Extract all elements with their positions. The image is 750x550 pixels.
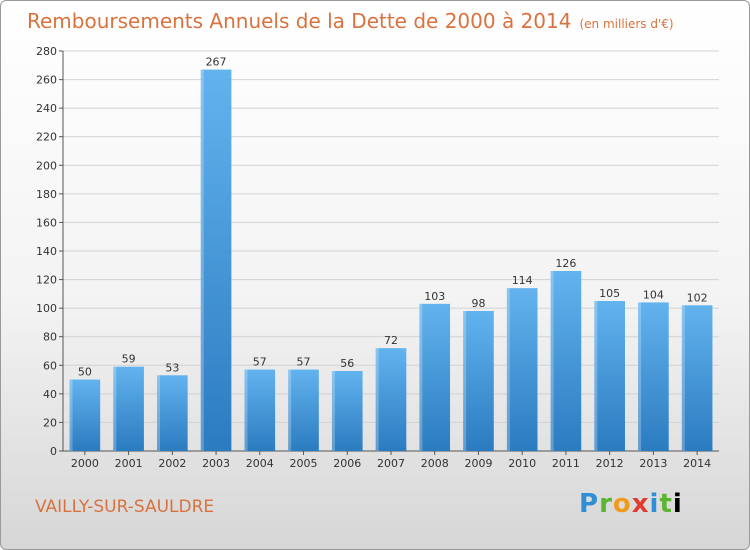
bar-highlight — [594, 301, 598, 451]
bar-highlight — [550, 271, 554, 451]
bar — [69, 379, 101, 451]
y-tick-label: 200 — [36, 159, 57, 172]
y-tick-label: 40 — [43, 388, 57, 401]
bar-value-label: 53 — [165, 361, 179, 374]
data-labels: 50 59 53 267 57 57 56 72 103 98 114 126 105 104 102 — [78, 56, 708, 379]
proxiti-logo: Proxiti — [579, 489, 683, 519]
bar-highlight — [244, 369, 248, 451]
chart-title: Remboursements Annuels de la Dette de 20… — [27, 9, 674, 33]
logo-letter: P — [579, 489, 600, 519]
logo-letter: x — [631, 489, 650, 519]
bar-value-label: 59 — [122, 353, 136, 366]
x-tick-label: 2013 — [639, 457, 667, 470]
bar-value-label: 56 — [340, 357, 354, 370]
bar — [419, 303, 451, 451]
logo-letter: o — [612, 489, 632, 519]
x-tick-label: 2003 — [202, 457, 230, 470]
bar-highlight — [638, 302, 642, 451]
bar-value-label: 50 — [78, 366, 92, 379]
bar-highlight — [419, 303, 423, 451]
chart-title-text: Remboursements Annuels de la Dette de 20… — [27, 9, 572, 33]
logo-letter: i — [672, 489, 683, 519]
y-tick-label: 100 — [36, 302, 57, 315]
bar — [594, 301, 625, 451]
y-tick-label: 80 — [43, 331, 57, 344]
x-tick-label: 2005 — [290, 457, 318, 470]
x-tick-label: 2000 — [71, 457, 99, 470]
bar — [506, 288, 538, 451]
bar-value-label: 267 — [206, 56, 227, 69]
bar — [113, 366, 144, 451]
bar-value-label: 103 — [424, 290, 445, 303]
bar — [638, 302, 669, 451]
bar — [331, 371, 363, 451]
x-tick-label: 2004 — [246, 457, 274, 470]
axes: 0 20 40 60 80 100 120 140 160 180 200 220 240 260 280 2… — [36, 45, 719, 470]
bar-value-label: 104 — [643, 288, 664, 301]
y-tick-label: 180 — [36, 188, 57, 201]
y-tick-label: 0 — [50, 445, 57, 458]
x-tick-label: 2002 — [158, 457, 186, 470]
x-tick-label: 2014 — [683, 457, 711, 470]
x-tick-label: 2011 — [552, 457, 580, 470]
bar — [375, 348, 407, 451]
bars — [69, 69, 713, 452]
y-tick-label: 220 — [36, 131, 57, 144]
y-tick-label: 160 — [36, 216, 57, 229]
bar-value-label: 98 — [471, 297, 485, 310]
bar-highlight — [506, 288, 510, 451]
bar-highlight — [681, 305, 685, 451]
bar — [244, 369, 276, 451]
bar-value-label: 57 — [253, 356, 267, 369]
x-tick-label: 2006 — [333, 457, 361, 470]
y-tick-label: 20 — [43, 416, 57, 429]
y-tick-label: 140 — [36, 245, 57, 258]
logo-letter: r — [599, 489, 613, 519]
x-tick-label: 2010 — [508, 457, 536, 470]
bar-highlight — [463, 311, 467, 451]
city-name: VAILLY-SUR-SAULDRE — [35, 497, 215, 517]
bar-value-label: 105 — [599, 287, 620, 300]
bar-highlight — [200, 69, 204, 452]
bar — [681, 305, 713, 451]
bar-highlight — [331, 371, 335, 451]
bar-highlight — [157, 375, 161, 451]
bar — [200, 69, 232, 452]
chart-unit: (en milliers d'€) — [579, 17, 674, 31]
bar — [550, 271, 582, 451]
bar-highlight — [375, 348, 379, 451]
bar-highlight — [69, 379, 73, 451]
logo-letter: i — [649, 489, 660, 519]
y-tick-label: 60 — [43, 359, 57, 372]
bar-highlight — [288, 369, 292, 451]
bar — [463, 311, 494, 451]
x-tick-label: 2012 — [596, 457, 624, 470]
y-tick-label: 260 — [36, 74, 57, 87]
bar — [288, 369, 319, 451]
x-tick-label: 2008 — [421, 457, 449, 470]
bar-value-label: 114 — [512, 274, 533, 287]
bar — [157, 375, 188, 451]
x-tick-label: 2009 — [464, 457, 492, 470]
x-tick-label: 2007 — [377, 457, 405, 470]
bar-highlight — [113, 366, 117, 451]
y-tick-label: 280 — [36, 45, 57, 58]
y-tick-label: 240 — [36, 102, 57, 115]
y-tick-label: 120 — [36, 274, 57, 287]
bar-value-label: 72 — [384, 334, 398, 347]
logo-letter: t — [659, 489, 673, 519]
x-tick-label: 2001 — [115, 457, 143, 470]
bar-value-label: 126 — [555, 257, 576, 270]
bar-value-label: 102 — [687, 291, 708, 304]
bar-value-label: 57 — [297, 356, 311, 369]
